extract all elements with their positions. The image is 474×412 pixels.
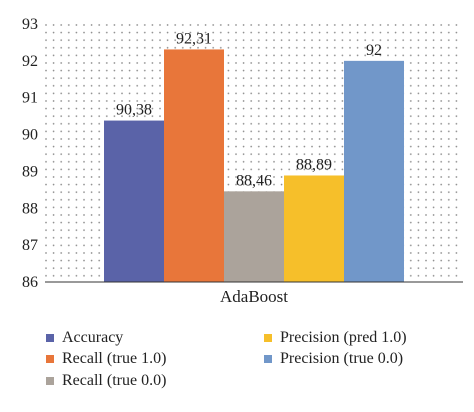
y-tick-label: 90 <box>22 127 38 144</box>
bar-4 <box>344 60 404 282</box>
bar-3 <box>284 175 344 282</box>
y-tick-label: 87 <box>22 237 38 254</box>
y-tick-label: 89 <box>22 163 38 180</box>
y-tick-label: 92 <box>22 53 38 70</box>
data-label-4: 92 <box>366 42 382 59</box>
bar-2 <box>224 191 284 282</box>
data-label-1: 92,31 <box>176 30 212 47</box>
y-axis: 86 87 88 89 90 91 92 93 <box>22 16 38 291</box>
y-tick-label: 88 <box>22 200 38 217</box>
bar-0 <box>104 120 164 283</box>
data-label-2: 88,46 <box>236 172 272 189</box>
bar-1 <box>164 49 224 282</box>
data-labels: 90,38 92,31 88,46 88,89 92 <box>116 30 382 189</box>
data-label-3: 88,89 <box>296 156 332 173</box>
bars <box>104 49 404 283</box>
y-tick-label: 91 <box>22 90 38 107</box>
data-label-0: 90,38 <box>116 102 152 119</box>
category-label: AdaBoost <box>220 287 288 306</box>
y-tick-label: 93 <box>22 16 38 33</box>
y-tick-label: 86 <box>22 274 38 291</box>
